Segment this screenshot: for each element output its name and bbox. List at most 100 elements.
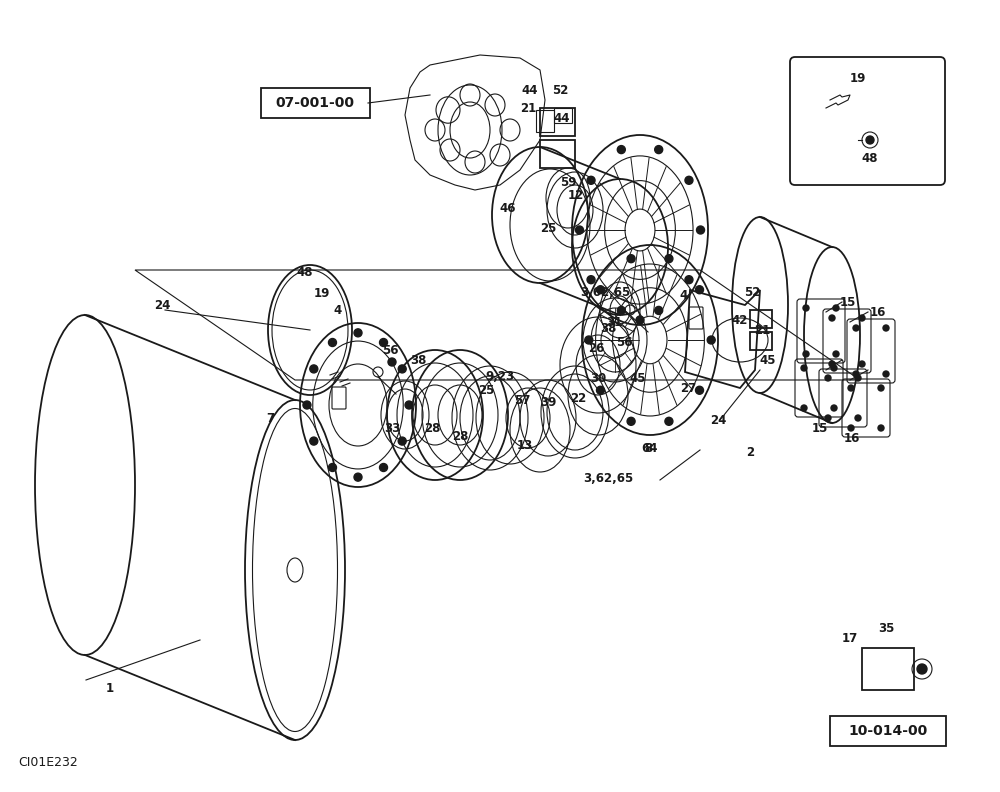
Circle shape xyxy=(685,276,693,284)
Circle shape xyxy=(655,307,663,314)
Circle shape xyxy=(328,463,336,471)
Text: 28: 28 xyxy=(452,429,468,443)
Text: 52: 52 xyxy=(744,285,760,299)
Circle shape xyxy=(354,473,362,482)
Circle shape xyxy=(328,338,336,347)
Text: 45: 45 xyxy=(760,353,776,367)
Circle shape xyxy=(801,405,807,411)
Circle shape xyxy=(380,463,388,471)
Text: 3,62,65: 3,62,65 xyxy=(583,471,633,485)
Circle shape xyxy=(596,386,604,394)
Bar xyxy=(536,110,554,132)
Text: 21: 21 xyxy=(754,323,770,337)
Text: 17: 17 xyxy=(842,631,858,645)
Circle shape xyxy=(707,336,715,344)
Text: 25: 25 xyxy=(478,383,494,397)
Text: 44: 44 xyxy=(554,112,570,124)
Text: 19: 19 xyxy=(314,287,330,299)
Text: 2: 2 xyxy=(746,445,754,459)
Circle shape xyxy=(833,305,839,311)
Text: 15: 15 xyxy=(840,295,856,309)
Circle shape xyxy=(627,417,635,425)
Text: 24: 24 xyxy=(710,413,726,427)
Text: 16: 16 xyxy=(844,432,860,444)
Circle shape xyxy=(848,425,854,431)
Circle shape xyxy=(617,146,625,154)
Circle shape xyxy=(883,325,889,331)
Text: CI01E232: CI01E232 xyxy=(18,756,78,768)
Text: 31: 31 xyxy=(606,315,622,329)
Circle shape xyxy=(878,385,884,391)
Text: 52: 52 xyxy=(552,83,568,97)
Circle shape xyxy=(310,365,318,373)
Text: 13: 13 xyxy=(517,439,533,451)
Text: 07-001-00: 07-001-00 xyxy=(276,96,355,110)
Circle shape xyxy=(855,415,861,421)
Circle shape xyxy=(636,316,644,324)
Circle shape xyxy=(825,415,831,421)
Circle shape xyxy=(587,276,595,284)
Circle shape xyxy=(398,437,406,445)
Circle shape xyxy=(655,146,663,154)
Circle shape xyxy=(685,177,693,185)
Text: 38: 38 xyxy=(600,322,616,334)
Text: 19: 19 xyxy=(850,71,866,85)
Text: 9,23: 9,23 xyxy=(485,370,515,383)
Bar xyxy=(540,108,575,136)
Circle shape xyxy=(310,437,318,445)
Circle shape xyxy=(354,329,362,337)
Circle shape xyxy=(803,351,809,357)
Text: 28: 28 xyxy=(424,421,440,435)
Circle shape xyxy=(866,136,874,144)
Circle shape xyxy=(405,401,413,409)
Text: 1: 1 xyxy=(106,681,114,695)
Circle shape xyxy=(587,177,595,185)
Circle shape xyxy=(665,417,673,425)
Text: 8: 8 xyxy=(644,441,652,455)
Circle shape xyxy=(853,371,859,377)
Bar xyxy=(540,140,575,168)
Text: 10-014-00: 10-014-00 xyxy=(848,724,928,738)
Circle shape xyxy=(878,425,884,431)
Circle shape xyxy=(825,375,831,381)
Text: 59: 59 xyxy=(560,176,576,188)
Circle shape xyxy=(596,286,604,294)
Circle shape xyxy=(303,401,311,409)
Circle shape xyxy=(803,305,809,311)
Circle shape xyxy=(627,255,635,263)
Text: 26: 26 xyxy=(588,341,604,355)
Text: 35: 35 xyxy=(878,622,894,634)
Text: 44: 44 xyxy=(522,83,538,97)
Circle shape xyxy=(575,226,583,234)
Text: 33: 33 xyxy=(384,421,400,435)
Text: 42: 42 xyxy=(732,314,748,326)
Circle shape xyxy=(829,361,835,367)
Text: 30: 30 xyxy=(590,371,606,384)
Circle shape xyxy=(398,365,406,373)
Circle shape xyxy=(696,386,704,394)
Circle shape xyxy=(833,351,839,357)
Text: 4: 4 xyxy=(334,303,342,317)
Text: 27: 27 xyxy=(680,382,696,394)
Text: 48: 48 xyxy=(862,151,878,165)
Text: 12: 12 xyxy=(568,188,584,201)
Text: 25: 25 xyxy=(540,222,556,234)
Circle shape xyxy=(855,375,861,381)
Circle shape xyxy=(853,325,859,331)
Circle shape xyxy=(665,255,673,263)
Text: 7: 7 xyxy=(266,412,274,425)
Bar xyxy=(750,310,772,328)
Text: 46: 46 xyxy=(500,201,516,215)
Text: 21: 21 xyxy=(520,101,536,115)
Circle shape xyxy=(388,358,396,366)
Bar xyxy=(862,648,914,690)
Circle shape xyxy=(917,664,927,674)
Text: 38: 38 xyxy=(410,353,426,367)
Text: 24: 24 xyxy=(154,299,170,311)
Circle shape xyxy=(585,336,593,344)
Circle shape xyxy=(697,226,705,234)
Text: 57: 57 xyxy=(514,394,530,406)
Circle shape xyxy=(617,307,625,314)
Circle shape xyxy=(831,405,837,411)
Circle shape xyxy=(859,361,865,367)
